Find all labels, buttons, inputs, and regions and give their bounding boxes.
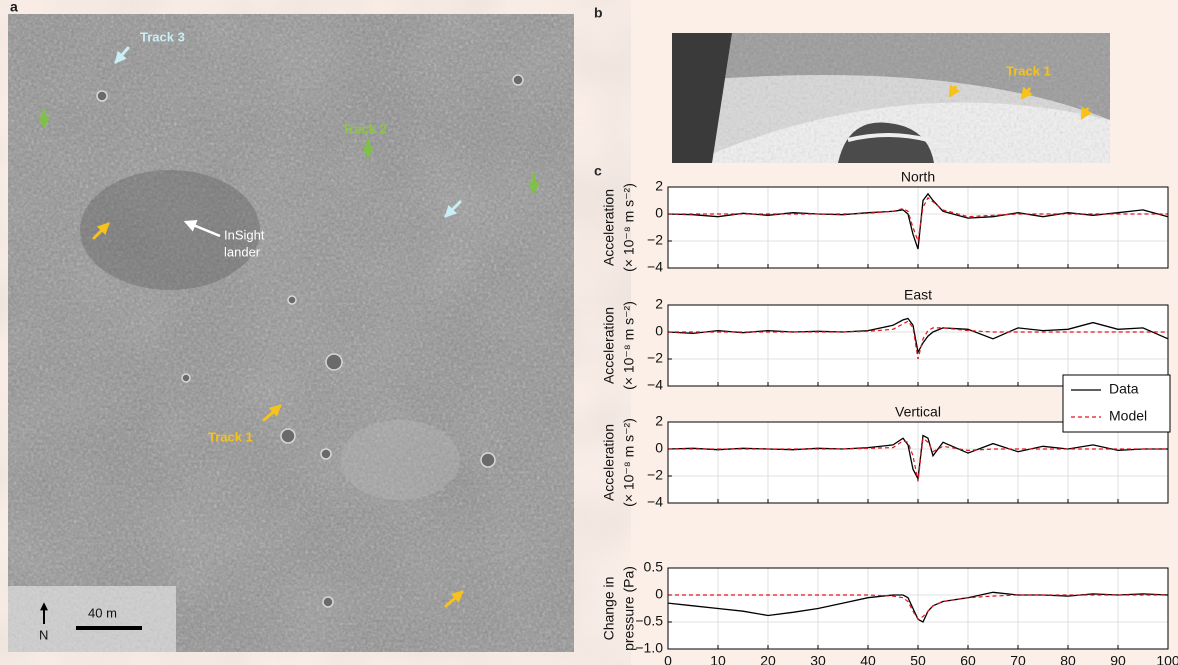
satellite-image xyxy=(8,14,574,652)
plot-frame xyxy=(667,186,1169,269)
y-tick-label: 0 xyxy=(655,440,663,456)
panel-label: c xyxy=(594,163,602,179)
y-tick-label: 2 xyxy=(655,413,663,429)
y-tick-label: 0 xyxy=(655,323,663,339)
y-axis-label: Acceleration xyxy=(601,424,617,501)
data-line xyxy=(668,594,1168,621)
y-tick-label: −0.5 xyxy=(635,613,663,629)
x-tick-label: 0 xyxy=(664,653,672,665)
lander-photo xyxy=(672,33,1110,163)
y-axis-label: (× 10⁻⁸ m s⁻²) xyxy=(621,418,637,507)
y-axis-label: (× 10⁻⁸ m s⁻²) xyxy=(621,301,637,390)
chart-title: Vertical xyxy=(895,404,941,420)
y-axis-label: (× 10⁻⁸ m s⁻²) xyxy=(621,183,637,272)
panel-label: b xyxy=(594,5,603,21)
y-tick-label: 0.5 xyxy=(644,559,664,575)
x-tick-label: 50 xyxy=(910,653,926,665)
data-line xyxy=(668,196,1168,242)
x-tick-label: 60 xyxy=(960,653,976,665)
data-line xyxy=(668,437,1168,482)
scale-label: 40 m xyxy=(88,605,117,620)
y-tick-label: 2 xyxy=(655,296,663,312)
north-label: N xyxy=(39,627,48,642)
legend: Data Model xyxy=(1062,374,1171,433)
legend-label: Model xyxy=(1109,408,1147,424)
plot-frame xyxy=(667,304,1169,387)
x-tick-label: 100 xyxy=(1156,653,1178,665)
y-tick-label: −4 xyxy=(647,494,663,510)
data-line xyxy=(667,317,1169,355)
y-tick-label: 0 xyxy=(655,205,663,221)
x-tick-label: 10 xyxy=(710,653,726,665)
x-tick-label: 30 xyxy=(810,653,826,665)
y-tick-label: −4 xyxy=(647,377,663,393)
track-label: Track 2 xyxy=(342,121,387,136)
plot-frame xyxy=(667,567,1169,650)
x-tick-label: 90 xyxy=(1110,653,1126,665)
x-tick-label: 70 xyxy=(1010,653,1026,665)
plot-frame xyxy=(667,421,1169,504)
legend-label: Data xyxy=(1109,381,1139,397)
lander-label: lander xyxy=(224,244,261,259)
x-tick-label: 80 xyxy=(1060,653,1076,665)
y-tick-label: −2 xyxy=(647,467,663,483)
track-label: Track 1 xyxy=(1006,63,1051,78)
panel-label: a xyxy=(10,0,18,15)
track-label: Track 3 xyxy=(140,29,185,44)
y-axis-label: Acceleration xyxy=(601,189,617,266)
y-axis-label: pressure (Pa) xyxy=(621,566,637,651)
lander-label: InSight xyxy=(224,227,265,242)
y-tick-label: 2 xyxy=(655,178,663,194)
chart-title: East xyxy=(904,287,932,303)
y-axis-label: Acceleration xyxy=(601,307,617,384)
y-tick-label: −2 xyxy=(647,350,663,366)
y-tick-label: 0 xyxy=(655,586,663,602)
x-tick-label: 40 xyxy=(860,653,876,665)
chart-title: North xyxy=(901,169,935,185)
y-tick-label: −1.0 xyxy=(635,640,663,656)
x-tick-label: 20 xyxy=(760,653,776,665)
y-axis-label: Change in xyxy=(601,577,617,641)
legend-box xyxy=(1062,374,1171,433)
y-tick-label: −2 xyxy=(647,232,663,248)
track-label: Track 1 xyxy=(208,429,253,444)
data-line xyxy=(668,320,1168,360)
y-tick-label: −4 xyxy=(647,259,663,275)
